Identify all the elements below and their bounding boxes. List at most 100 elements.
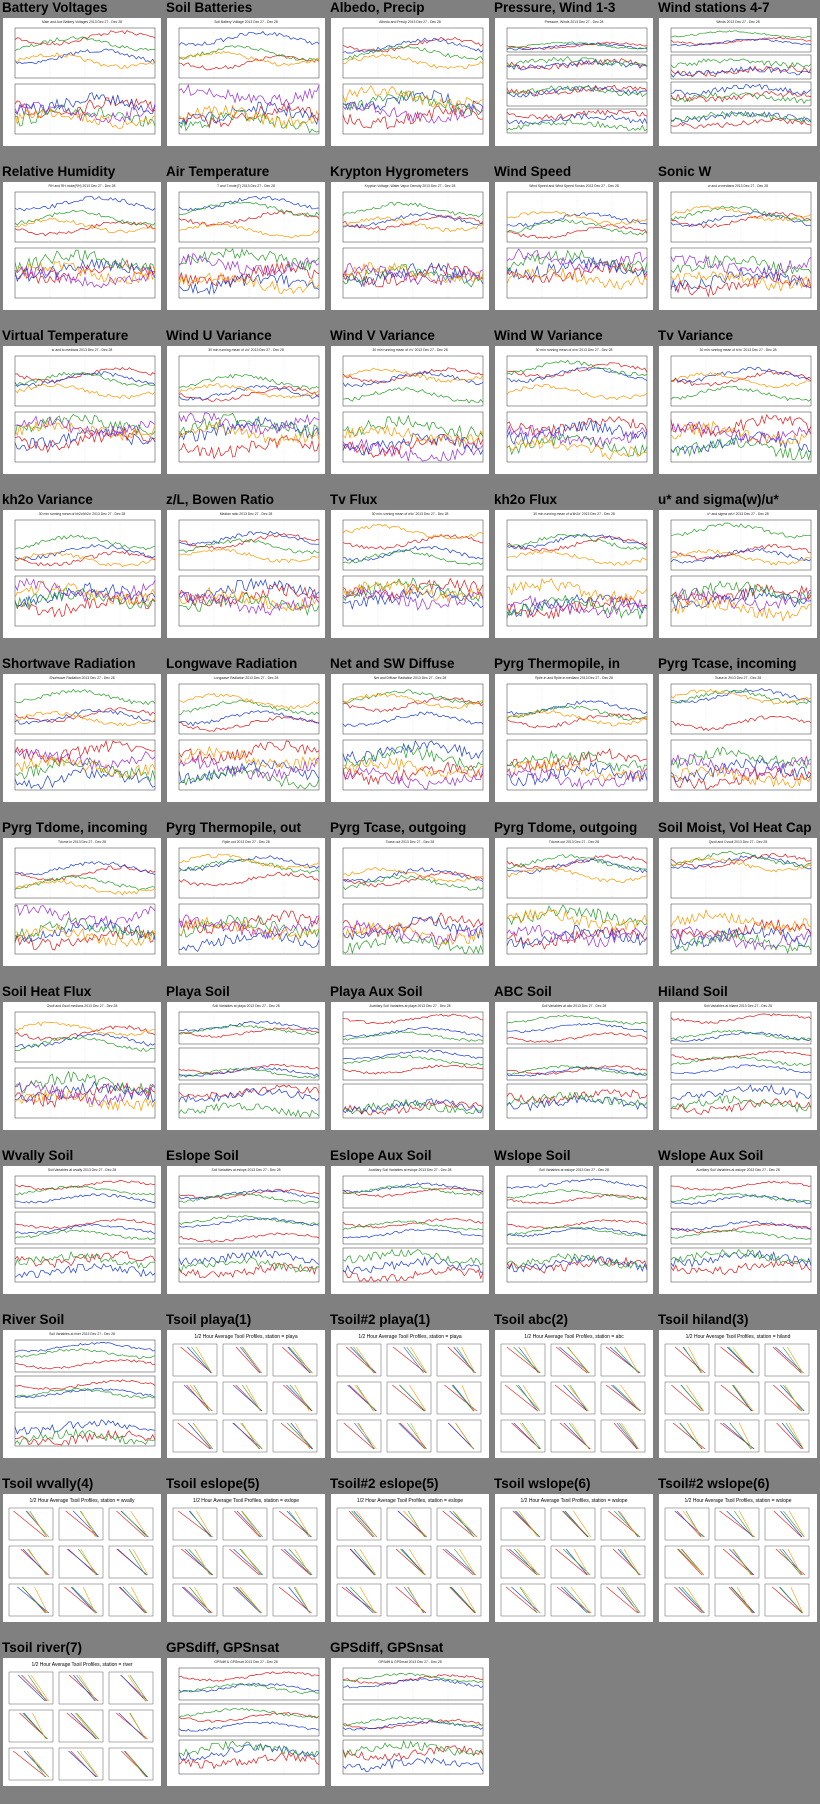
plot-thumbnail[interactable]: Wind Speed and Wind Speed Sonics 2013 De…	[495, 182, 653, 310]
plot-thumbnail[interactable]: 1/2 Hour Average Tsoil Profiles, station…	[659, 1494, 817, 1622]
plot-caption[interactable]: z/L, Bowen Ratio	[166, 492, 274, 507]
plot-caption[interactable]: Tsoil playa(1)	[166, 1312, 252, 1327]
plot-thumbnail[interactable]: Winds 2013 Dec 27 - Dec 28	[659, 18, 817, 146]
plot-thumbnail[interactable]: Soil Variables at wslope 2013 Dec 27 - D…	[495, 1166, 653, 1294]
plot-caption[interactable]: Wslope Aux Soil	[658, 1148, 764, 1163]
plot-caption[interactable]: Tsoil wvally(4)	[2, 1476, 94, 1491]
plot-thumbnail[interactable]: Soil Variables at wvally 2013 Dec 27 - D…	[3, 1166, 161, 1294]
plot-caption[interactable]: Wind U Variance	[166, 328, 272, 343]
plot-caption[interactable]: Krypton Hygrometers	[330, 164, 469, 179]
plot-caption[interactable]: Battery Voltages	[2, 0, 108, 15]
plot-thumbnail[interactable]: Pressure, Winds 2013 Dec 27 - Dec 28	[495, 18, 653, 146]
plot-thumbnail[interactable]: Median ratio 2013 Dec 27 - Dec 28	[167, 510, 325, 638]
plot-thumbnail[interactable]: u* and sigma w/u* 2013 Dec 27 - Dec 28	[659, 510, 817, 638]
plot-caption[interactable]: Pyrg Tcase, incoming	[658, 656, 797, 671]
plot-caption[interactable]: GPSdiff, GPSnsat	[166, 1640, 280, 1655]
plot-caption[interactable]: kh2o Flux	[494, 492, 558, 507]
plot-thumbnail[interactable]: Soil Variables at eslope 2013 Dec 27 - D…	[167, 1166, 325, 1294]
plot-caption[interactable]: ABC Soil	[494, 984, 552, 999]
plot-caption[interactable]: Wind W Variance	[494, 328, 603, 343]
plot-thumbnail[interactable]: 30 min running mean of u'u' 2013 Dec 27 …	[167, 346, 325, 474]
plot-thumbnail[interactable]: 1/2 Hour Average Tsoil Profiles, station…	[3, 1494, 161, 1622]
plot-caption[interactable]: Playa Aux Soil	[330, 984, 423, 999]
plot-thumbnail[interactable]: Tdome.in 2013 Dec 27 - Dec 28	[3, 838, 161, 966]
plot-caption[interactable]: Air Temperature	[166, 164, 270, 179]
plot-caption[interactable]: Pyrg Thermopile, in	[494, 656, 621, 671]
plot-caption[interactable]: Soil Moist, Vol Heat Cap	[658, 820, 812, 835]
plot-thumbnail[interactable]: Soil Variables at river 2013 Dec 27 - De…	[3, 1330, 161, 1458]
plot-thumbnail[interactable]: 30 min running mean of v'v' 2013 Dec 27 …	[331, 346, 489, 474]
plot-caption[interactable]: Tsoil river(7)	[2, 1640, 83, 1655]
plot-thumbnail[interactable]: w and w.medians 2013 Dec 27 - Dec 28	[659, 182, 817, 310]
plot-thumbnail[interactable]: GPSdiff & GPSnsat 2013 Dec 27 - Dec 28	[331, 1658, 489, 1786]
plot-caption[interactable]: GPSdiff, GPSnsat	[330, 1640, 444, 1655]
plot-caption[interactable]: Wslope Soil	[494, 1148, 571, 1163]
plot-caption[interactable]: Wind V Variance	[330, 328, 435, 343]
plot-caption[interactable]: Pyrg Thermopile, out	[166, 820, 302, 835]
plot-caption[interactable]: Sonic W	[658, 164, 712, 179]
plot-thumbnail[interactable]: 30 min running mean of w'kh2o' 2013 Dec …	[495, 510, 653, 638]
plot-thumbnail[interactable]: Tdome.out 2013 Dec 27 - Dec 28	[495, 838, 653, 966]
plot-thumbnail[interactable]: 1/2 Hour Average Tsoil Profiles, station…	[3, 1658, 161, 1786]
plot-caption[interactable]: Pyrg Tcase, outgoing	[330, 820, 467, 835]
plot-thumbnail[interactable]: Auxiliary Soil Variables at wslope 2013 …	[659, 1166, 817, 1294]
plot-caption[interactable]: Tsoil#2 wslope(6)	[658, 1476, 770, 1491]
plot-thumbnail[interactable]: Soil Battery Voltage 2013 Dec 27 - Dec 2…	[167, 18, 325, 146]
plot-caption[interactable]: Pressure, Wind 1-3	[494, 0, 616, 15]
plot-thumbnail[interactable]: Auxiliary Soil Variables at playa 2013 D…	[331, 1002, 489, 1130]
plot-caption[interactable]: Tsoil#2 playa(1)	[330, 1312, 431, 1327]
plot-thumbnail[interactable]: Auxiliary Soil Variables at eslope 2013 …	[331, 1166, 489, 1294]
plot-caption[interactable]: Eslope Soil	[166, 1148, 239, 1163]
plot-thumbnail[interactable]: Albedo and Precip 2013 Dec 27 - Dec 28	[331, 18, 489, 146]
plot-caption[interactable]: Soil Batteries	[166, 0, 253, 15]
plot-caption[interactable]: Tsoil eslope(5)	[166, 1476, 260, 1491]
plot-thumbnail[interactable]: Soil Variables at abc 2013 Dec 27 - Dec …	[495, 1002, 653, 1130]
plot-thumbnail[interactable]: RH and RH.mote(RH) 2013 Dec 27 - Dec 28	[3, 182, 161, 310]
plot-caption[interactable]: Eslope Aux Soil	[330, 1148, 432, 1163]
plot-caption[interactable]: Tsoil#2 eslope(5)	[330, 1476, 439, 1491]
plot-thumbnail[interactable]: tc and tc.medians 2013 Dec 27 - Dec 28	[3, 346, 161, 474]
plot-caption[interactable]: Net and SW Diffuse	[330, 656, 455, 671]
plot-caption[interactable]: River Soil	[2, 1312, 65, 1327]
plot-thumbnail[interactable]: 1/2 Hour Average Tsoil Profiles, station…	[331, 1494, 489, 1622]
plot-caption[interactable]: Virtual Temperature	[2, 328, 129, 343]
plot-caption[interactable]: Albedo, Precip	[330, 0, 425, 15]
plot-thumbnail[interactable]: Qsoil and Cvsoil 2013 Dec 27 - Dec 28	[659, 838, 817, 966]
plot-thumbnail[interactable]: Soil Variables at playa 2013 Dec 27 - De…	[167, 1002, 325, 1130]
plot-caption[interactable]: Tv Variance	[658, 328, 734, 343]
plot-caption[interactable]: Longwave Radiation	[166, 656, 298, 671]
plot-caption[interactable]: Wvally Soil	[2, 1148, 74, 1163]
plot-caption[interactable]: Tsoil hiland(3)	[658, 1312, 749, 1327]
plot-caption[interactable]: u* and sigma(w)/u*	[658, 492, 779, 507]
plot-thumbnail[interactable]: T and T.mote(T) 2013 Dec 27 - Dec 28	[167, 182, 325, 310]
plot-thumbnail[interactable]: Tcase.out 2013 Dec 27 - Dec 28	[331, 838, 489, 966]
plot-caption[interactable]: Hiland Soil	[658, 984, 728, 999]
plot-thumbnail[interactable]: Longwave Radiation 2013 Dec 27 - Dec 28	[167, 674, 325, 802]
plot-thumbnail[interactable]: Soil Variables at hiland 2013 Dec 27 - D…	[659, 1002, 817, 1130]
plot-thumbnail[interactable]: Krypton Voltage, Water Vapor Density 201…	[331, 182, 489, 310]
plot-thumbnail[interactable]: Main and Aux Battery Voltages 2013 Dec 2…	[3, 18, 161, 146]
plot-caption[interactable]: Wind stations 4-7	[658, 0, 770, 15]
plot-thumbnail[interactable]: GPSdiff & GPSnsat 2013 Dec 27 - Dec 28	[167, 1658, 325, 1786]
plot-thumbnail[interactable]: 1/2 Hour Average Tsoil Profiles, station…	[495, 1330, 653, 1458]
plot-caption[interactable]: Soil Heat Flux	[2, 984, 92, 999]
plot-caption[interactable]: Shortwave Radiation	[2, 656, 136, 671]
plot-thumbnail[interactable]: 1/2 Hour Average Tsoil Profiles, station…	[167, 1494, 325, 1622]
plot-thumbnail[interactable]: 30 min running mean of tc'tc' 2013 Dec 2…	[659, 346, 817, 474]
plot-thumbnail[interactable]: Shortwave Radiation 2013 Dec 27 - Dec 28	[3, 674, 161, 802]
plot-thumbnail[interactable]: 30 min running mean of kh2o'kh2o' 2013 D…	[3, 510, 161, 638]
plot-thumbnail[interactable]: 30 min running mean of w'tc' 2013 Dec 27…	[331, 510, 489, 638]
plot-caption[interactable]: Wind Speed	[494, 164, 572, 179]
plot-thumbnail[interactable]: Rpile.out 2013 Dec 27 - Dec 28	[167, 838, 325, 966]
plot-caption[interactable]: Pyrg Tdome, outgoing	[494, 820, 638, 835]
plot-thumbnail[interactable]: 1/2 Hour Average Tsoil Profiles, station…	[167, 1330, 325, 1458]
plot-caption[interactable]: kh2o Variance	[2, 492, 93, 507]
plot-thumbnail[interactable]: Gsoil and Gsoil medians 2013 Dec 27 - De…	[3, 1002, 161, 1130]
plot-caption[interactable]: Tsoil wslope(6)	[494, 1476, 591, 1491]
plot-caption[interactable]: Tv Flux	[330, 492, 378, 507]
plot-thumbnail[interactable]: Net and Diffuse Radiation 2013 Dec 27 - …	[331, 674, 489, 802]
plot-caption[interactable]: Pyrg Tdome, incoming	[2, 820, 148, 835]
plot-thumbnail[interactable]: Rpile.in and Rpile.in.medians 2013 Dec 2…	[495, 674, 653, 802]
plot-thumbnail[interactable]: 30 min running mean of w'w' 2013 Dec 27 …	[495, 346, 653, 474]
plot-caption[interactable]: Playa Soil	[166, 984, 230, 999]
